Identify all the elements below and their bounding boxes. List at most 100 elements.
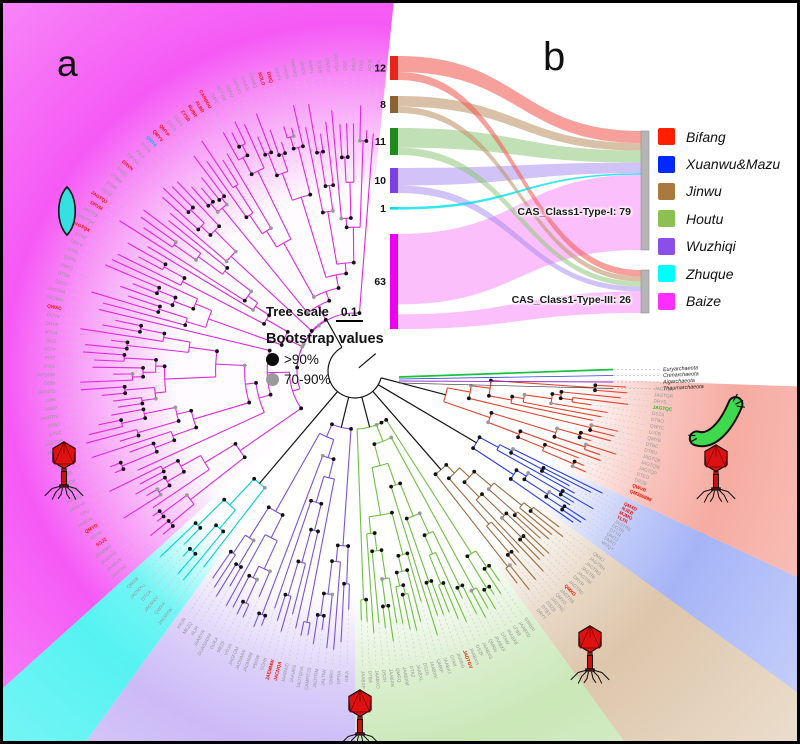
sankey-flow-jinwu	[398, 106, 641, 282]
taxon-label: WVOV	[61, 477, 77, 487]
taxon-label: ZMFC	[209, 92, 220, 106]
taxon-label: JAABXM	[402, 667, 410, 686]
taxon-label: DTEO	[636, 471, 650, 480]
taxon-label: DTAZ	[409, 665, 416, 678]
taxon-label: DTBU	[644, 447, 658, 455]
cas-type3-node-label: CAS_Class1-Type-III: 26	[511, 294, 631, 306]
spindle-virus-icon	[57, 185, 77, 237]
cas-type1-node-label: CAS_Class1-Type-I: 79	[517, 206, 631, 218]
rod-virus-icon	[688, 393, 745, 448]
taxon-label: JAGTQK	[642, 453, 662, 463]
taxon-label: DAZI	[46, 338, 57, 344]
taxon-label: DTAX	[449, 654, 458, 668]
bootstrap-dot-gray	[266, 373, 279, 386]
bootstrap-label-high: >90%	[284, 352, 319, 367]
taxon-label: JAABXO	[374, 670, 380, 689]
legend-label: Jinwu	[686, 183, 722, 200]
clade-branches-baize	[80, 104, 374, 537]
taxon-label: DSBI	[44, 380, 55, 385]
taxon-label: JAGTQR	[654, 392, 674, 399]
taxon-label: DTAE	[105, 180, 118, 191]
taxon-label: LPIJ	[80, 508, 91, 517]
taxon-label: IRJR	[190, 625, 200, 637]
taxon-label: SOHK	[259, 656, 268, 671]
phage-icon	[44, 440, 84, 500]
taxon-label: MMCK	[299, 61, 307, 77]
sankey-flow-bifang	[398, 56, 641, 144]
sankey-source-count: 63	[374, 276, 386, 288]
legend-item-zhuque: Zhuque	[658, 260, 780, 287]
taxon-label: DSZE	[100, 186, 113, 197]
bootstrap-item-mid: 70-90%	[266, 372, 384, 387]
taxon-label: DSZF	[475, 644, 485, 657]
taxon-label: QMYB	[647, 435, 662, 443]
taxon-label: SOJC	[66, 485, 80, 495]
taxon-label: DTBA	[367, 671, 373, 685]
taxon-label: DTBZ	[49, 430, 62, 437]
taxon-label: JADMMM	[242, 652, 254, 673]
taxon-label: JAGTQC	[653, 405, 674, 412]
taxon-label: DSZH	[381, 669, 387, 682]
taxon-label: NOLO	[257, 72, 266, 87]
taxon-label: SOJZ	[95, 537, 108, 548]
taxon-label: LUCB	[648, 429, 661, 436]
clade-wedge-jinwu	[355, 371, 797, 741]
taxon-label: JAABXN	[388, 669, 395, 688]
tree-root	[258, 319, 477, 484]
taxon-label: DNFD	[603, 536, 617, 548]
clade-wedge-houtu	[355, 371, 624, 741]
taxon-label: JAABXK	[429, 660, 439, 680]
panel-b-label: b	[543, 35, 566, 79]
taxon-label: JAABWD	[281, 662, 290, 683]
taxon-label: WMPL	[308, 60, 315, 75]
phage-icon	[570, 624, 610, 684]
taxon-label: PIKY	[135, 148, 147, 160]
tree-scale: Tree scale 0.1	[266, 304, 384, 322]
taxon-label: YLTK	[616, 514, 629, 524]
taxon-label: DTEL	[67, 246, 80, 255]
legend-item-baize: Baize	[658, 287, 780, 314]
taxon-label: DXIQ	[266, 71, 274, 84]
clade-wedge-baize	[3, 3, 394, 688]
bootstrap-dots-jinwu	[433, 462, 533, 568]
clade-branches-zhuque	[159, 478, 266, 581]
clade-labels-wuzhiqi: GIKADPOAQMROJALTIWJAOTRMCAMFIT23JAOTQHAJ…	[176, 577, 349, 690]
taxon-label: JAABXJ	[442, 657, 452, 675]
sankey-source-count: 8	[380, 99, 386, 111]
taxon-label: DKKC	[60, 262, 75, 271]
sankey-flow-houtu	[398, 128, 641, 163]
taxon-label: ZYSR	[180, 109, 191, 123]
taxon-label: DRZB	[634, 477, 648, 486]
tree-legend: Tree scale 0.1 Bootstrap values >90% 70-9…	[266, 304, 384, 387]
tree-scale-label: Tree scale	[266, 304, 329, 319]
taxon-label: JALTIW	[320, 669, 327, 686]
taxon-label: QMYE	[45, 320, 59, 327]
taxon-label: DTBJ	[48, 422, 60, 429]
taxon-label: DSZA	[652, 411, 666, 418]
taxon-label: JAOTRM	[312, 668, 319, 688]
taxon-label: CAIWQ	[248, 72, 258, 89]
bootstrap-dots-zhuque	[188, 476, 267, 556]
legend-item-jinwu: Jinwu	[658, 178, 780, 205]
taxon-label: CAJLN	[240, 76, 250, 92]
legend-item-xuanwu&mazu: Xuanwu&Mazu	[658, 150, 780, 177]
taxon-label: DRVM	[89, 200, 103, 212]
taxon-label: JACIWH	[45, 294, 64, 303]
taxon-label: JAGTQA	[333, 53, 339, 73]
taxon-label: LUCA	[375, 58, 381, 72]
clade-wedge-xuanwu&mazu	[355, 371, 797, 693]
taxon-label: JAGTOB	[44, 438, 63, 447]
taxon-label: DAEP	[44, 405, 57, 412]
legend-item-wuzhiqi: Wuzhiqi	[658, 233, 780, 260]
taxon-label: QMTJ	[606, 531, 619, 542]
taxon-label: JAGTQP	[638, 465, 657, 476]
clade-wedge-wuzhiqi	[86, 371, 355, 741]
taxon-label: KRJR	[176, 616, 187, 629]
taxon-label: DTDK	[57, 270, 72, 279]
taxon-label: JAGTRA	[47, 285, 67, 295]
bootstrap-dots-baize	[118, 134, 369, 528]
taxon-label: MJMG	[618, 510, 633, 521]
taxon-label: QWYC	[650, 423, 666, 431]
taxon-label: DQYK	[46, 312, 61, 319]
bootstrap-label-mid: 70-90%	[284, 372, 331, 387]
